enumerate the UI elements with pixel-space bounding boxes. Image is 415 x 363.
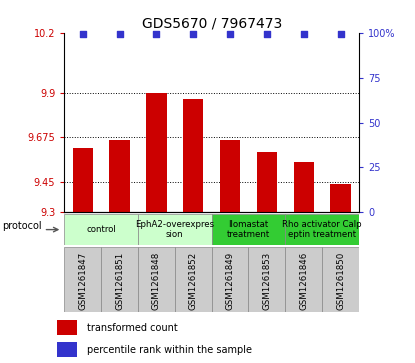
Point — [79, 32, 86, 37]
Text: transformed count: transformed count — [87, 323, 178, 333]
Bar — [285, 247, 322, 312]
Text: GSM1261848: GSM1261848 — [152, 252, 161, 310]
Bar — [212, 247, 249, 312]
Bar — [73, 148, 93, 212]
Title: GDS5670 / 7967473: GDS5670 / 7967473 — [142, 16, 282, 30]
Bar — [57, 320, 77, 335]
Text: GSM1261853: GSM1261853 — [262, 252, 271, 310]
Text: GSM1261850: GSM1261850 — [336, 252, 345, 310]
Bar — [138, 247, 175, 312]
Text: EphA2-overexpres
sion: EphA2-overexpres sion — [135, 220, 215, 239]
Bar — [64, 214, 138, 245]
Bar — [220, 140, 240, 212]
Bar — [57, 342, 77, 357]
Bar — [101, 247, 138, 312]
Bar — [64, 247, 101, 312]
Text: GSM1261846: GSM1261846 — [299, 252, 308, 310]
Point — [264, 32, 270, 37]
Bar — [183, 99, 203, 212]
Text: percentile rank within the sample: percentile rank within the sample — [87, 345, 252, 355]
Text: protocol: protocol — [2, 221, 42, 231]
Bar — [138, 214, 212, 245]
Bar — [257, 152, 277, 212]
Text: Rho activator Calp
eptin treatment: Rho activator Calp eptin treatment — [282, 220, 362, 239]
Point — [116, 32, 123, 37]
Text: GSM1261851: GSM1261851 — [115, 252, 124, 310]
Text: control: control — [86, 225, 116, 234]
Bar — [110, 140, 130, 212]
Text: Ilomastat
treatment: Ilomastat treatment — [227, 220, 270, 239]
Bar — [212, 214, 286, 245]
Point — [300, 32, 307, 37]
Bar — [175, 247, 212, 312]
Point — [337, 32, 344, 37]
Bar — [293, 163, 314, 212]
Point — [227, 32, 233, 37]
Bar — [146, 93, 166, 212]
Point — [153, 32, 160, 37]
Text: GSM1261849: GSM1261849 — [226, 252, 234, 310]
Text: GSM1261852: GSM1261852 — [189, 252, 198, 310]
Bar — [322, 247, 359, 312]
Bar — [285, 214, 359, 245]
Bar — [330, 184, 351, 212]
Bar — [249, 247, 286, 312]
Text: GSM1261847: GSM1261847 — [78, 252, 87, 310]
Point — [190, 32, 197, 37]
